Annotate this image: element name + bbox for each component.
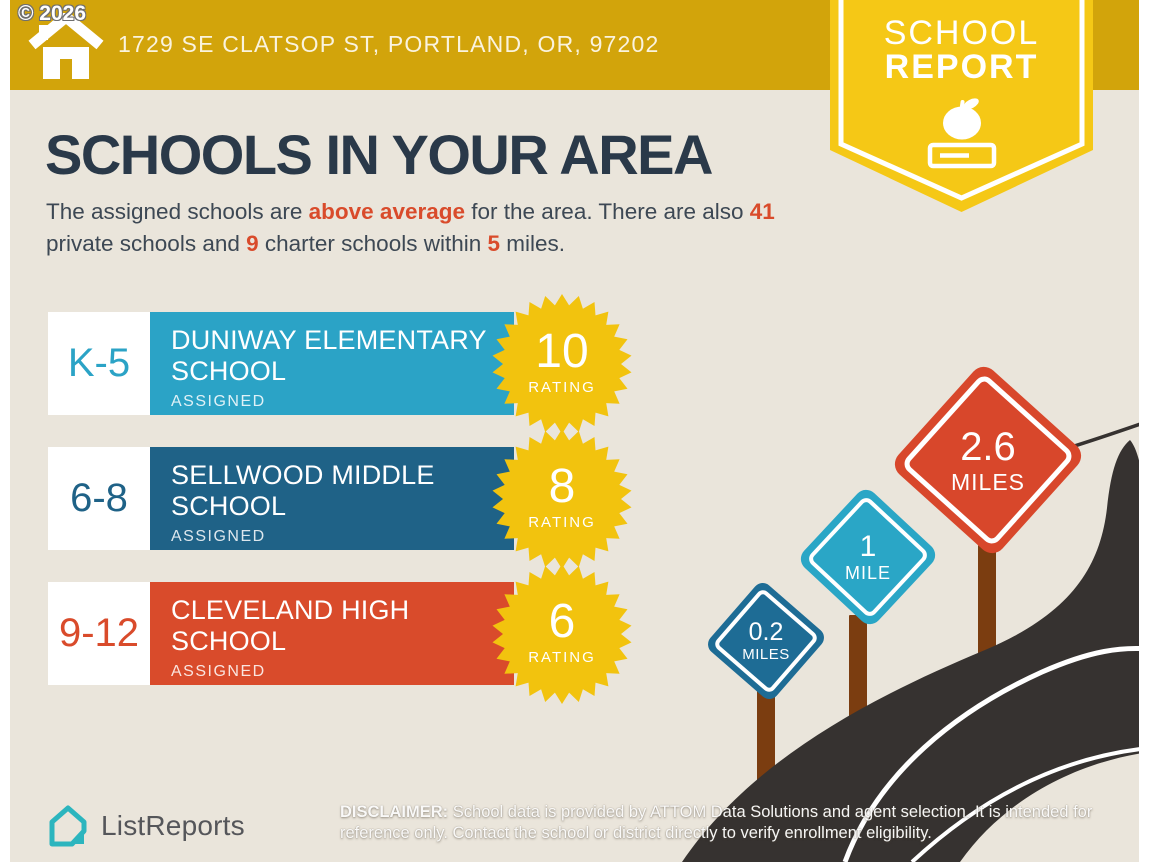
rating-value: 10 [535,325,589,378]
disclaimer-label: DISCLAIMER: [340,803,449,821]
rating-badge-middle: 8 RATING [492,429,632,569]
infographic-canvas: 1729 SE CLATSOP ST, PORTLAND, OR, 97202 … [10,0,1139,862]
assigned-label: ASSIGNED [171,392,266,410]
grade-range: K-5 [48,312,150,415]
ribbon-line2: REPORT [884,48,1039,86]
distance-value: 2.6 [960,424,1016,469]
listreports-wordmark: ListReports [101,810,245,841]
starburst-icon [492,429,632,569]
school-row-elementary: K-5 DUNIWAY ELEMENTARY SCHOOL ASSIGNED [48,312,514,415]
intro-segment: The assigned schools are [46,199,309,224]
intro-segment: private schools and [46,230,247,256]
rating-badge-high: 6 RATING [492,564,632,704]
school-report-ribbon: SCHOOL REPORT [830,0,1093,218]
intro-highlight-charter-count: 9 [246,230,259,256]
apple-book-icon [927,98,996,169]
distance-unit: MILES [950,468,1026,495]
intro-segment: charter schools within [258,230,488,256]
school-bar: SELLWOOD MIDDLE SCHOOL ASSIGNED [150,447,514,550]
intro-highlight-miles: 5 [487,230,501,256]
starburst-icon [492,294,632,434]
disclaimer-text: DISCLAIMER: School data is provided by A… [340,802,1139,845]
sign-post [849,615,867,725]
ribbon-title: SCHOOL REPORT [830,16,1093,86]
rating-label: RATING [528,514,596,531]
distance-value: 1 [859,530,877,563]
property-address: 1729 SE CLATSOP ST, PORTLAND, OR, 97202 [118,30,660,57]
distance-sign-0-2-miles: 0.2 MILES [703,578,829,704]
school-name: DUNIWAY ELEMENTARY SCHOOL [171,325,487,387]
rating-label: RATING [528,649,596,666]
house-icon [28,13,104,79]
distance-value: 0.2 [748,617,784,646]
rating-value: 6 [548,595,576,648]
distance-unit: MILES [742,646,790,664]
distance-sign-1-mile: 1 MILE [795,484,941,630]
ribbon-line1: SCHOOL [883,14,1040,52]
distance-unit: MILE [844,563,891,583]
school-bar: CLEVELAND HIGH SCHOOL ASSIGNED [150,582,514,685]
rating-badge-elementary: 10 RATING [492,294,632,434]
intro-segment: for the area. There are also [465,199,750,224]
page-title: SCHOOLS IN YOUR AREA [45,123,713,186]
listreports-logo: ListReports [46,802,245,850]
intro-segment: miles. [500,230,566,256]
school-name: SELLWOOD MIDDLE SCHOOL [171,460,435,522]
disclaimer-body: School data is provided by ATTOM Data So… [340,803,1093,843]
school-name: CLEVELAND HIGH SCHOOL [171,595,410,657]
intro-text: The assigned schools are above average f… [46,196,806,259]
starburst-icon [492,564,632,704]
assigned-label: ASSIGNED [171,527,266,545]
intro-highlight-above-average: above average [308,199,466,224]
listreports-house-icon [49,805,87,847]
rating-label: RATING [528,379,596,396]
grade-range: 6-8 [48,447,150,550]
school-row-middle: 6-8 SELLWOOD MIDDLE SCHOOL ASSIGNED [48,447,514,550]
grade-range: 9-12 [48,582,150,685]
school-bar: DUNIWAY ELEMENTARY SCHOOL ASSIGNED [150,312,514,415]
rating-value: 8 [548,460,576,513]
assigned-label: ASSIGNED [171,662,266,680]
sign-post [978,545,996,665]
intro-highlight-private-count: 41 [749,199,775,224]
copyright-watermark: © 2026 [18,2,87,25]
school-row-high: 9-12 CLEVELAND HIGH SCHOOL ASSIGNED [48,582,514,685]
